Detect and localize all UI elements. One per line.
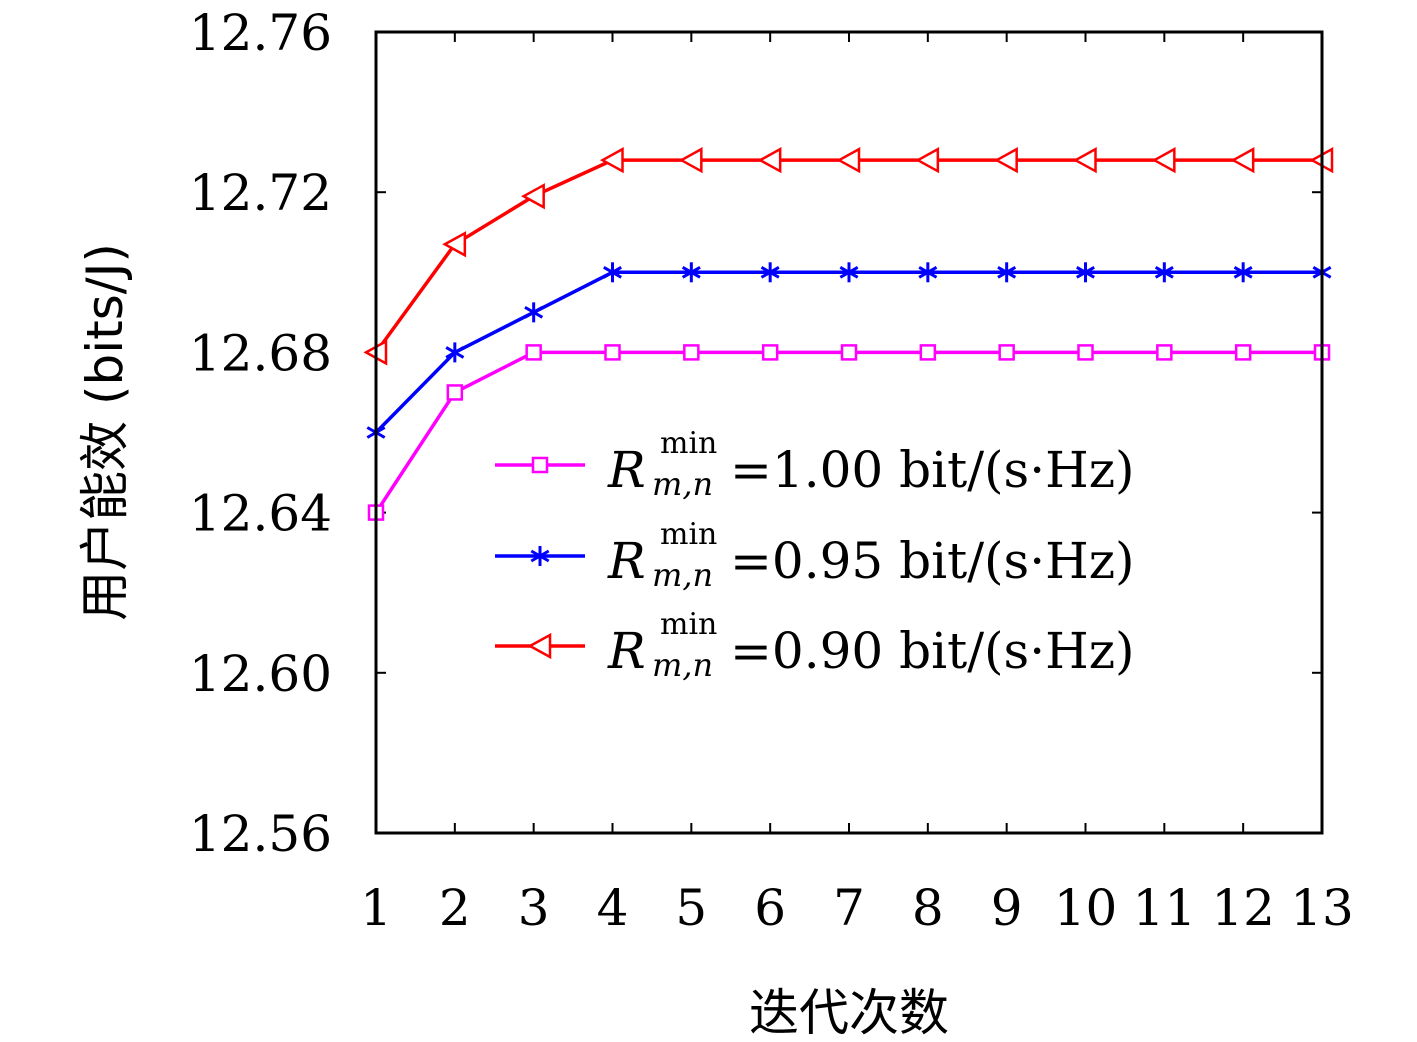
y-tick-label: 12.76 <box>189 4 332 62</box>
data-point-asterisk <box>918 262 938 283</box>
x-tick-label: 3 <box>518 879 550 937</box>
data-point-asterisk <box>524 302 544 323</box>
data-point-square <box>1234 344 1252 361</box>
x-tick-label: 7 <box>833 879 865 937</box>
y-axis-label: 用户能效 (bits/J) <box>76 243 134 621</box>
data-point-asterisk <box>1154 262 1174 283</box>
data-point-triangle <box>1072 147 1097 174</box>
data-point-asterisk <box>530 546 550 566</box>
x-tick-label: 8 <box>912 879 944 937</box>
legend-subscript: m,n <box>652 465 713 503</box>
plot-frame <box>374 30 1324 835</box>
data-point-square <box>998 344 1015 361</box>
data-point-square <box>761 344 779 361</box>
legend-label: =0.90 bit/(s·Hz) <box>730 622 1135 680</box>
data-point-square <box>1156 344 1173 361</box>
legend-superscript: min <box>660 426 717 461</box>
legend-label: =0.95 bit/(s·Hz) <box>730 532 1135 590</box>
series-1 <box>367 344 1331 521</box>
x-tick-label: 5 <box>675 879 707 937</box>
y-tick-label: 12.64 <box>189 485 332 543</box>
x-tick-label: 12 <box>1211 879 1275 937</box>
legend-superscript: min <box>660 607 717 642</box>
legend-superscript: min <box>660 517 717 552</box>
x-tick-label: 13 <box>1290 879 1354 937</box>
data-point-triangle <box>527 632 552 660</box>
x-tick-label: 6 <box>754 879 786 937</box>
data-point-triangle <box>757 147 782 174</box>
data-point-square <box>840 344 858 361</box>
legend-symbol: R <box>607 622 646 680</box>
series-3 <box>363 147 1334 366</box>
data-point-asterisk <box>1076 262 1095 283</box>
legend-label: =1.00 bit/(s·Hz) <box>730 441 1135 499</box>
data-point-square <box>1077 344 1094 361</box>
y-tick-label: 12.68 <box>189 324 332 382</box>
data-point-triangle <box>1151 147 1176 174</box>
x-tick-label: 9 <box>991 879 1023 937</box>
data-point-asterisk <box>760 262 780 283</box>
series-line <box>374 158 1322 354</box>
data-point-triangle <box>836 147 861 174</box>
data-point-triangle <box>599 147 624 174</box>
x-tick-label: 1 <box>360 879 392 937</box>
x-tick-label: 10 <box>1054 879 1118 937</box>
x-tick-label: 2 <box>439 879 471 937</box>
y-axis-ticks: 12.56 12.60 12.64 12.68 12.72 12.76 <box>189 4 1322 863</box>
data-point-asterisk <box>681 262 701 283</box>
legend-subscript: m,n <box>652 646 713 684</box>
data-point-square <box>683 344 700 361</box>
data-point-triangle <box>994 147 1018 174</box>
data-point-asterisk <box>445 342 465 363</box>
data-point-square <box>531 456 549 474</box>
y-tick-label: 12.72 <box>189 164 332 222</box>
data-point-asterisk <box>997 262 1017 283</box>
x-tick-label: 11 <box>1133 879 1197 937</box>
data-point-square <box>525 344 542 361</box>
data-point-square <box>446 384 464 401</box>
data-point-asterisk <box>603 262 622 283</box>
x-axis-ticks: 1 2 3 4 5 6 7 8 9 10 11 12 13 <box>360 32 1354 937</box>
legend-symbol: R <box>607 441 646 499</box>
data-point-square <box>919 344 937 361</box>
y-tick-label: 12.56 <box>189 805 332 863</box>
data-point-asterisk <box>1233 262 1253 283</box>
data-point-triangle <box>915 147 940 174</box>
x-axis-label: 迭代次数 <box>749 984 949 1042</box>
legend-symbol: R <box>607 532 646 590</box>
y-tick-label: 12.60 <box>189 645 332 703</box>
data-point-triangle <box>1230 147 1255 174</box>
x-tick-label: 4 <box>597 879 629 937</box>
data-point-triangle <box>521 183 545 210</box>
legend-subscript: m,n <box>652 556 713 594</box>
data-point-triangle <box>678 147 703 174</box>
data-point-triangle <box>442 231 467 258</box>
data-point-asterisk <box>839 262 859 283</box>
data-point-square <box>604 344 621 361</box>
